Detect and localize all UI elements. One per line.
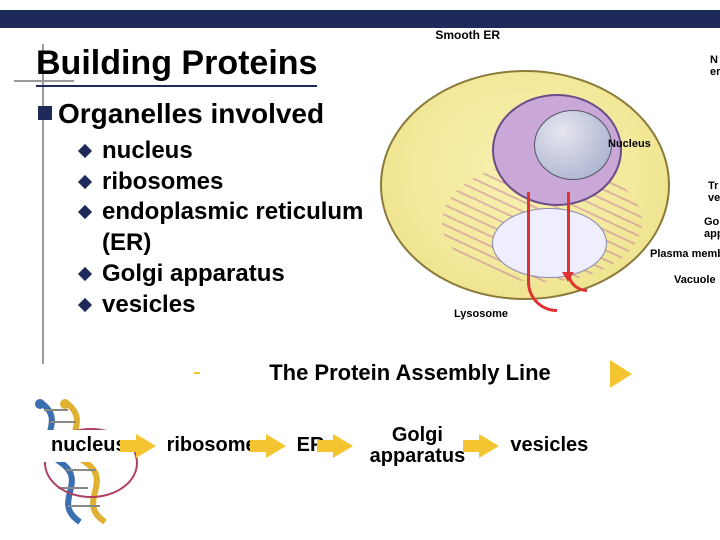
cell-label-vacuole: Vacuole — [674, 274, 716, 286]
slide-title: Building Proteins — [36, 44, 317, 87]
list-item-label: nucleus — [102, 137, 193, 164]
cell-label-nucleus: Nucleus — [608, 138, 651, 150]
list-item: endoplasmic reticulum (ER) — [80, 197, 400, 258]
red-transport-arrow — [527, 192, 557, 312]
cell-label-ve-partial: ve — [708, 192, 720, 204]
flow-step-ribosome: ribosome — [160, 430, 264, 461]
crosshair-vertical — [42, 44, 44, 364]
red-arrowhead-icon — [562, 272, 574, 282]
cell-label-n-partial: N — [710, 54, 718, 66]
organelle-list: nucleus ribosomes endoplasmic reticulum … — [80, 136, 400, 320]
assembly-title: The Protein Assembly Line — [200, 358, 620, 388]
cell-label-er-partial: er — [710, 66, 720, 78]
assembly-title-arrow-icon — [610, 360, 632, 388]
cell-label-tr-partial: Tr — [708, 180, 718, 192]
list-item: nucleus — [80, 136, 400, 167]
list-item-label: endoplasmic reticulum (ER) — [102, 198, 363, 256]
cell-label-lysosome: Lysosome — [454, 308, 508, 320]
cell-label-plasma-membrane: Plasma membrane — [650, 248, 720, 260]
diamond-bullet-icon — [78, 205, 92, 219]
diamond-bullet-icon — [78, 298, 92, 312]
flow-step-golgi: Golgi apparatus — [357, 420, 477, 472]
nucleolus-shape — [534, 110, 612, 180]
cell-label-golgi-partial: Gol — [704, 216, 720, 228]
assembly-flow: nucleus ribosome ER Golgi apparatus vesi… — [44, 418, 716, 474]
diamond-bullet-icon — [78, 144, 92, 158]
subheader: Organelles involved — [58, 98, 324, 130]
flow-arrow-icon — [136, 434, 156, 458]
list-item-label: vesicles — [102, 291, 195, 318]
list-item-label: ribosomes — [102, 168, 223, 195]
flow-arrow-icon — [333, 434, 353, 458]
flow-arrow-icon — [266, 434, 286, 458]
list-item: Golgi apparatus — [80, 259, 400, 290]
list-item: ribosomes — [80, 167, 400, 198]
list-item-label: Golgi apparatus — [102, 260, 285, 287]
list-item: vesicles — [80, 290, 400, 321]
cell-diagram: Nucleus Plasma membrane Vacuole Lysosome… — [370, 20, 720, 340]
square-bullet-icon — [38, 106, 52, 120]
flow-step-vesicles: vesicles — [503, 430, 595, 461]
diamond-bullet-icon — [78, 175, 92, 189]
nucleus-shape — [492, 94, 622, 206]
diamond-bullet-icon — [78, 267, 92, 281]
cell-body — [380, 70, 670, 300]
cell-label-golgi-partial2: appa — [704, 228, 720, 240]
flow-arrow-icon — [479, 434, 499, 458]
